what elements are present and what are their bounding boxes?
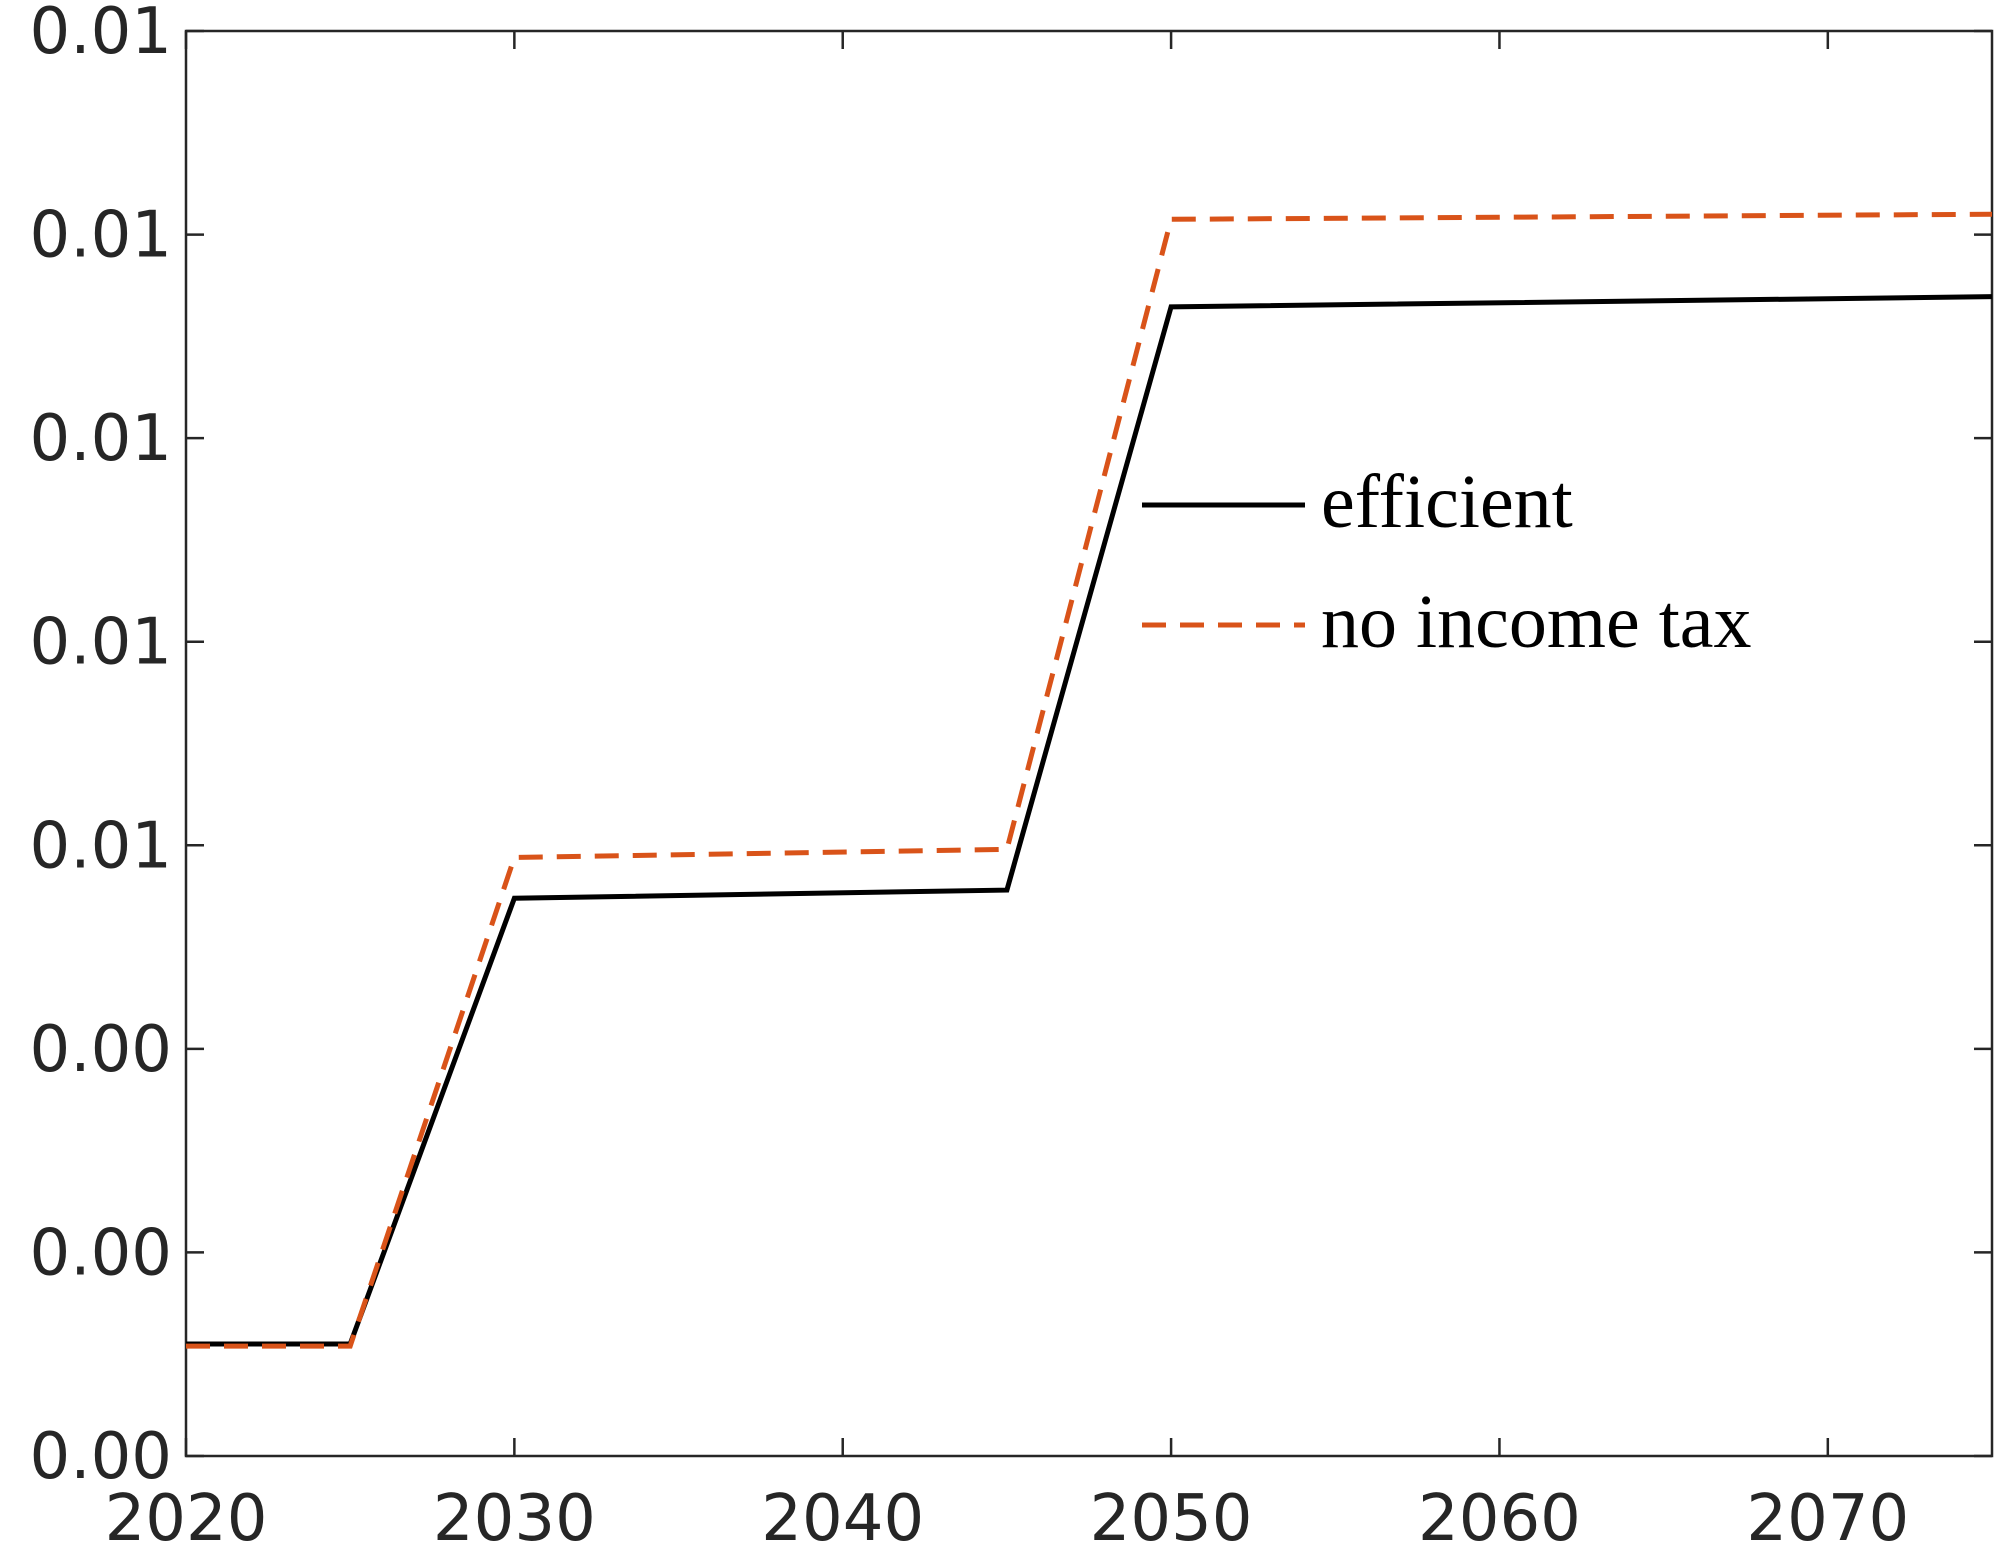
legend-label: no income tax	[1321, 580, 1752, 664]
y-tick-label: 0.00	[30, 1013, 173, 1087]
y-tick-label: 0.01	[30, 0, 173, 69]
y-tick-label: 0.01	[30, 606, 173, 680]
x-tick-label: 2020	[105, 1482, 268, 1554]
series-line	[186, 294, 1993, 1347]
y-tick-label: 0.01	[30, 402, 173, 476]
x-tick-label: 2050	[1090, 1482, 1253, 1554]
plot-frame	[184, 29, 1994, 1458]
x-tick-label: 2040	[761, 1482, 924, 1554]
series-line	[186, 211, 1993, 1349]
y-tick-label: 0.00	[30, 1420, 173, 1494]
y-tick-label: 0.01	[30, 199, 173, 273]
y-tick-label: 0.00	[30, 1216, 173, 1290]
y-tick-label: 0.01	[30, 809, 173, 883]
legend-label: efficient	[1321, 460, 1573, 544]
x-tick-label: 2070	[1746, 1482, 1909, 1554]
x-tick-label: 2060	[1418, 1482, 1581, 1554]
x-tick-label: 2030	[433, 1482, 596, 1554]
